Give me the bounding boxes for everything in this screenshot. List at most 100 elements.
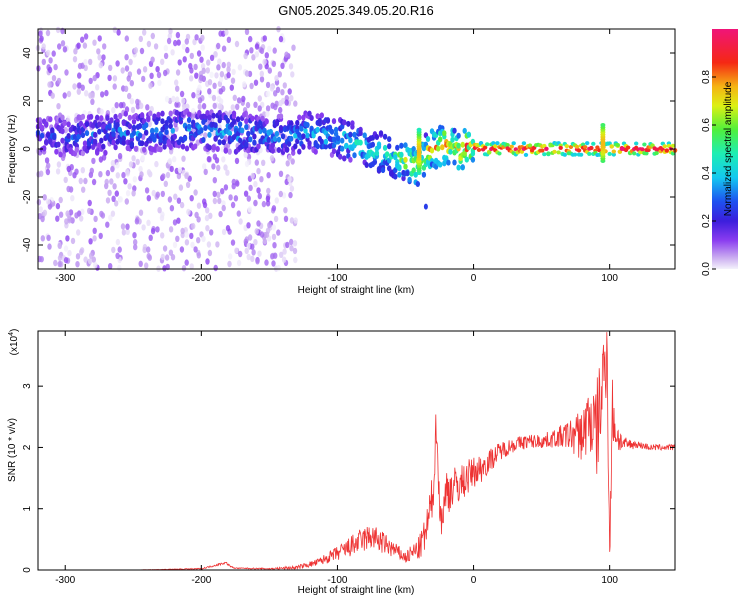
spectrogram-noise-cell <box>77 82 82 89</box>
spectrogram-noise-cell <box>185 103 190 110</box>
spectrogram-noise-cell <box>189 195 194 202</box>
colorbar-ticks: 0.0 0.2 0.4 0.6 0.8 <box>701 70 716 276</box>
spectrogram-ridge-cell <box>193 143 198 150</box>
spectrogram-noise-cell <box>264 52 269 59</box>
spectrogram-noise-cell <box>172 156 177 163</box>
spectrogram-noise-cell <box>151 189 156 197</box>
spectrogram-ridge-cell <box>425 136 431 142</box>
spectrogram-ridge-cell <box>505 143 510 147</box>
spectrogram-noise-cell <box>214 72 219 79</box>
spectrogram-ridge-cell <box>95 149 100 156</box>
spectrogram-noise-cell <box>196 252 201 259</box>
snr-x-ticks: -300 -200 -100 0 100 <box>55 331 618 586</box>
spectrogram-noise-cell <box>47 203 53 210</box>
spectrogram-ridge-cell <box>527 143 533 148</box>
spectrogram-noise-cell <box>209 71 214 79</box>
spectrogram-noise-cell <box>244 70 250 77</box>
spectrogram-noise-cell <box>38 206 43 213</box>
spectrogram-ridge-cell <box>60 114 65 121</box>
spectrogram-noise-cell <box>236 210 241 217</box>
spectrogram-noise-cell <box>146 169 152 176</box>
spectrogram-noise-cell <box>291 44 296 51</box>
spectrogram-noise-cell <box>246 242 251 250</box>
spectrogram-ridge-cell <box>403 142 408 149</box>
spectrogram-noise-cell <box>230 239 236 246</box>
spectrogram-noise-cell <box>165 263 170 271</box>
spectrogram-noise-cell <box>287 154 292 162</box>
spectrogram-ridge-cell <box>650 143 655 148</box>
spectrogram-ridge-cell <box>80 132 86 139</box>
spectrogram-noise-cell <box>267 67 272 74</box>
spectrogram-ridge-cell <box>470 156 476 163</box>
spectrogram-noise-cell <box>159 214 165 222</box>
spectrogram-ridge-cell <box>154 127 159 134</box>
spectrogram-noise-cell <box>242 81 247 88</box>
spectrogram-noise-cell <box>127 183 132 190</box>
spectrogram-noise-cell <box>101 154 107 161</box>
spectrogram-ridge-cell <box>476 148 482 152</box>
spectrogram-ridge-cell <box>625 145 631 150</box>
spectrogram-ridge-cell <box>168 144 173 150</box>
spectrogram-noise-cell <box>142 29 147 36</box>
spectrogram-noise-cell <box>179 90 185 98</box>
spectrogram-noise-cell <box>72 56 78 63</box>
spectrogram-noise-cell <box>246 195 251 202</box>
spectrogram-y-axis-label: Frequency (Hz) <box>7 115 18 184</box>
spectrogram-noise-cell <box>89 167 95 174</box>
spectrogram-ridge-cell <box>407 176 412 183</box>
spectrogram-noise-cell <box>128 161 134 168</box>
spectrogram-noise-cell <box>50 92 55 99</box>
spectrogram-noise-cell <box>67 249 72 257</box>
spectrogram-noise-cell <box>266 172 271 179</box>
spectrogram-noise-cell <box>125 190 131 197</box>
spectrogram-noise-cell <box>293 100 298 107</box>
spectrogram-feature-cell <box>416 127 422 132</box>
spectrogram-noise-cell <box>259 47 265 54</box>
spectrogram-noise-cell <box>80 84 85 91</box>
snr-y-axis-label: SNR (10 * v/v) <box>7 418 18 482</box>
spectrogram-ridge-cell <box>146 115 151 122</box>
spectrogram-noise-cell <box>288 63 294 70</box>
spectrogram-noise-cell <box>95 84 100 91</box>
spectrogram-ridge-cell <box>664 148 669 153</box>
spectrogram-noise-cell <box>45 168 51 176</box>
spectrogram-noise-cell <box>72 172 77 179</box>
spectrogram-ridge-cell <box>248 136 253 143</box>
spectrogram-noise-cell <box>44 157 50 164</box>
spectrogram-ridge-cell <box>180 143 186 150</box>
spectrogram-noise-cell <box>289 95 294 102</box>
spectrogram-noise-cell <box>289 238 294 246</box>
spectrogram-noise-cell <box>41 43 46 50</box>
spectrogram-noise-cell <box>208 212 213 219</box>
spectrogram-ridge-cell <box>84 121 90 128</box>
spectrogram-noise-cell <box>265 110 270 118</box>
spectrogram-noise-cell <box>267 222 272 229</box>
spectrogram-ridge-cell <box>609 144 614 149</box>
spectrogram-noise-cell <box>221 228 227 236</box>
spectrogram-noise-cell <box>132 176 137 183</box>
spectrogram-noise-cell <box>272 47 277 54</box>
spectrogram-ridge-cell <box>470 150 476 157</box>
spectrogram-ridge-cell <box>203 125 208 131</box>
spectrogram-ridge-cell <box>160 118 165 125</box>
spectrogram-ridge-cell <box>544 146 549 151</box>
spectrogram-noise-cell <box>189 67 194 74</box>
spectrogram-noise-cell <box>146 195 151 202</box>
spectrogram-ridge-cell <box>256 143 261 150</box>
spectrogram-ridge-cell <box>276 136 282 143</box>
spectrogram-noise-cell <box>189 232 194 240</box>
spectrogram-noise-cell <box>257 250 262 257</box>
spectrogram-noise-cell <box>121 171 126 179</box>
spectrogram-ridge-cell <box>80 150 86 157</box>
spectrogram-ridge-cell <box>62 120 67 127</box>
spectrogram-noise-cell <box>79 215 84 222</box>
spectrogram-ridge-cell <box>348 137 353 144</box>
spectrogram-ridge-cell <box>399 142 404 149</box>
spectrogram-ridge-cell <box>201 137 206 143</box>
spectrogram-noise-cell <box>189 52 194 60</box>
spectrogram-noise-cell <box>243 238 248 245</box>
spectrogram-noise-cell <box>117 264 122 272</box>
spectrogram-noise-cell <box>289 245 294 252</box>
spectrogram-ridge-cell <box>107 123 112 129</box>
spectrogram-ridge-cell <box>411 146 416 152</box>
